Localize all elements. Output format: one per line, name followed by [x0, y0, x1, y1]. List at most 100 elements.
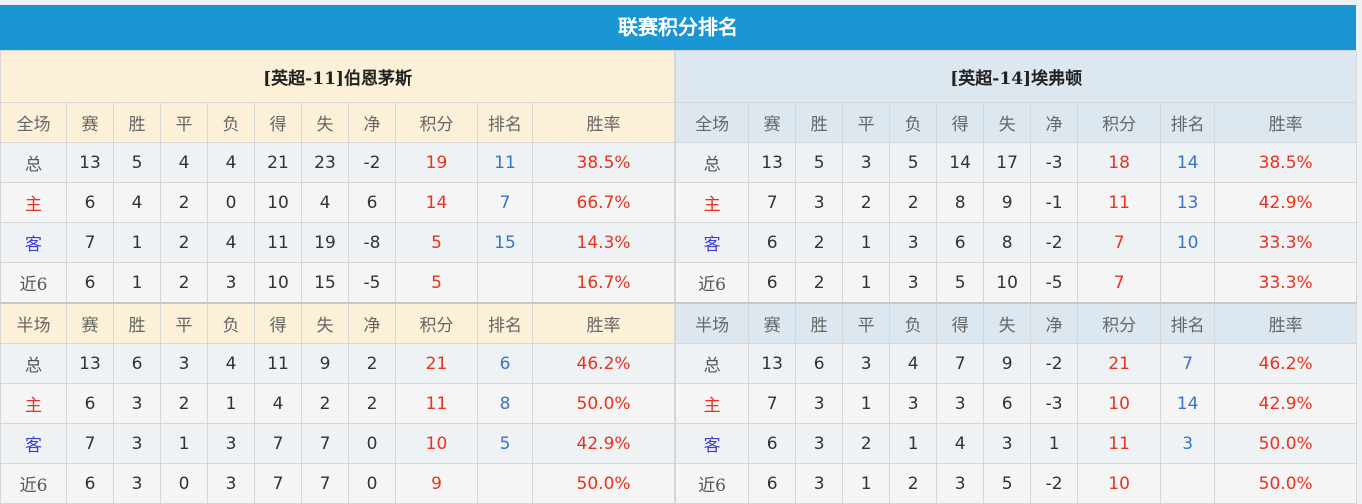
cell-played: 6: [66, 463, 114, 504]
column-header: 胜率: [531, 102, 676, 143]
team-name[interactable]: [英超-11]伯恩茅斯: [0, 50, 676, 103]
cell-goals-for: 3: [936, 383, 985, 424]
cell-goal-diff: -1: [1030, 182, 1079, 223]
cell-win-rate: 14.3%: [531, 222, 676, 263]
cell-win-rate: 42.9%: [531, 423, 676, 464]
table-row: 主 7 3 2 2 8 9 -1 11 13 42.9%: [675, 182, 1358, 223]
cell-win-rate: 50.0%: [531, 463, 676, 504]
cell-win: 3: [795, 423, 844, 464]
cell-played: 7: [748, 182, 797, 223]
cell-loss: 4: [207, 142, 255, 183]
cell-points: 7: [1077, 262, 1162, 304]
table-row: 近6 6 3 1 2 3 5 -2 10 50.0%: [675, 463, 1358, 504]
section-label: 半场: [0, 302, 67, 344]
standings-panel: 联赛积分排名 [英超-11]伯恩茅斯 全场赛胜平负得失净积分 排名 胜率总 13 5 4 4 2…: [0, 5, 1358, 504]
cell-rank: [477, 463, 533, 504]
panel-title: 联赛积分排名: [0, 5, 1356, 50]
cell-goals-against: 2: [301, 383, 349, 424]
cell-points: 10: [1077, 463, 1162, 504]
cell-win: 2: [795, 262, 844, 304]
cell-goals-against: 9: [983, 182, 1032, 223]
column-header: 失: [983, 102, 1032, 143]
cell-loss: 4: [889, 343, 938, 384]
column-header: 赛: [66, 302, 114, 344]
cell-rank: 14: [1160, 383, 1216, 424]
column-header: 胜率: [531, 302, 676, 344]
cell-goals-against: 8: [983, 222, 1032, 263]
column-header: 积分: [1077, 102, 1162, 143]
column-header: 排名: [1160, 102, 1216, 143]
column-header: 得: [254, 102, 302, 143]
cell-goals-for: 6: [936, 222, 985, 263]
cell-goals-against: 5: [983, 463, 1032, 504]
column-header: 胜: [113, 302, 161, 344]
column-header: 胜率: [1214, 102, 1358, 143]
cell-win-rate: 46.2%: [1214, 343, 1358, 384]
cell-points: 11: [1077, 182, 1162, 223]
column-header: 排名: [477, 102, 533, 143]
cell-loss: 3: [889, 262, 938, 304]
cell-win-rate: 42.9%: [1214, 182, 1358, 223]
cell-played: 6: [66, 262, 114, 304]
table-row: 主 7 3 1 3 3 6 -3 10 14 42.9%: [675, 383, 1358, 424]
cell-points: 21: [395, 343, 478, 384]
column-header: 胜率: [1214, 302, 1358, 344]
cell-played: 6: [748, 463, 797, 504]
cell-loss: 5: [889, 142, 938, 183]
column-header: 胜: [795, 302, 844, 344]
cell-goals-against: 6: [983, 383, 1032, 424]
row-label: 近6: [0, 262, 67, 304]
cell-win: 5: [795, 142, 844, 183]
cell-win-rate: 50.0%: [1214, 423, 1358, 464]
column-header: 负: [889, 302, 938, 344]
cell-goal-diff: -3: [1030, 142, 1079, 183]
cell-draw: 2: [160, 383, 208, 424]
cell-loss: 3: [889, 222, 938, 263]
table-row: 近6 6 3 0 3 7 7 0 9 50.0%: [0, 463, 676, 504]
cell-goals-against: 4: [301, 182, 349, 223]
cell-win: 3: [795, 182, 844, 223]
cell-rank: 7: [1160, 343, 1216, 384]
column-header: 负: [207, 102, 255, 143]
cell-goal-diff: -5: [348, 262, 396, 304]
cell-loss: 0: [207, 182, 255, 223]
cell-goals-for: 14: [936, 142, 985, 183]
cell-goal-diff: -5: [1030, 262, 1079, 304]
cell-rank: [477, 262, 533, 304]
cell-goals-for: 5: [936, 262, 985, 304]
column-header: 平: [842, 102, 891, 143]
cell-points: 11: [1077, 423, 1162, 464]
cell-loss: 4: [207, 222, 255, 263]
column-header: 积分: [395, 102, 478, 143]
column-header: 净: [348, 302, 396, 344]
cell-played: 13: [748, 142, 797, 183]
cell-points: 9: [395, 463, 478, 504]
column-header: 负: [207, 302, 255, 344]
cell-goals-for: 11: [254, 222, 302, 263]
cell-goal-diff: 0: [348, 423, 396, 464]
row-label: 近6: [675, 463, 750, 504]
cell-played: 13: [748, 343, 797, 384]
cell-draw: 3: [842, 343, 891, 384]
cell-loss: 2: [889, 463, 938, 504]
column-header: 赛: [748, 302, 797, 344]
column-header: 净: [1030, 302, 1079, 344]
away-team-table: [英超-14]埃弗顿 全场赛胜平负得失净积分 排名 胜率总 13 5 3 5 14 17 -3 18 1…: [675, 50, 1358, 504]
cell-draw: 2: [842, 182, 891, 223]
cell-rank: 10: [1160, 222, 1216, 263]
cell-win-rate: 50.0%: [531, 383, 676, 424]
cell-draw: 2: [160, 182, 208, 223]
cell-points: 5: [395, 262, 478, 304]
cell-played: 13: [66, 343, 114, 384]
cell-loss: 3: [207, 262, 255, 304]
team-name[interactable]: [英超-14]埃弗顿: [675, 50, 1358, 103]
column-header: 赛: [748, 102, 797, 143]
table-row: 主 6 4 2 0 10 4 6 14 7 66.7%: [0, 182, 676, 223]
column-header: 平: [160, 302, 208, 344]
cell-loss: 2: [889, 182, 938, 223]
section-label: 全场: [675, 102, 750, 143]
cell-draw: 2: [842, 423, 891, 464]
section-header-row: 全场赛胜平负得失净积分 排名 胜率: [0, 102, 676, 143]
table-row: 总 13 5 4 4 21 23 -2 19 11 38.5%: [0, 142, 676, 183]
cell-win: 3: [113, 383, 161, 424]
